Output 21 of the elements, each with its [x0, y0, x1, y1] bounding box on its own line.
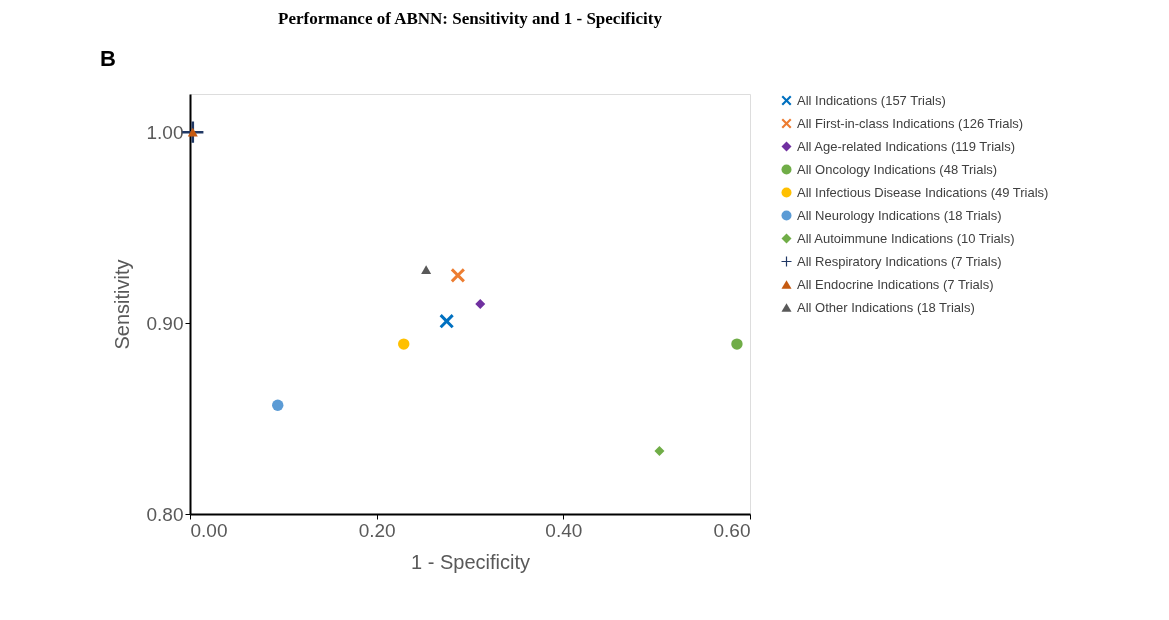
y-axis-title: Sensitivity — [110, 259, 133, 350]
legend-label: All Infectious Disease Indications (49 Trials) — [797, 184, 1049, 200]
legend-label: All Indications (157 Trials) — [797, 92, 946, 108]
legend-label: All First-in-class Indications (126 Trials) — [797, 115, 1024, 131]
legend-label: All Autoimmune Indications (10 Trials) — [797, 230, 1015, 246]
x-tick-label: 0.00 — [190, 519, 228, 541]
legend-label: All Endocrine Indications (7 Trials) — [797, 276, 994, 292]
text: B — [100, 46, 116, 71]
chart-title: Performance of ABNN: Sensitivity and 1 - Specificity — [278, 9, 663, 28]
x-tick-label: 0.40 — [545, 519, 583, 541]
y-tick-label: 1.00 — [146, 121, 184, 143]
x-axis-title: 1 - Specificity — [411, 550, 530, 573]
legend-label: All Neurology Indications (18 Trials) — [797, 207, 1002, 223]
legend-label: All Respiratory Indications (7 Trials) — [797, 253, 1002, 269]
legend-label: All Oncology Indications (48 Trials) — [797, 161, 998, 177]
y-tick-label: 0.80 — [146, 503, 184, 525]
legend-label: All Other Indications (18 Trials) — [797, 299, 975, 315]
x-tick-label: 0.20 — [358, 519, 396, 541]
y-tick-label: 0.90 — [146, 312, 184, 334]
x-tick-label: 0.60 — [713, 519, 751, 541]
legend-label: All Age-related Indications (119 Trials) — [797, 138, 1015, 154]
